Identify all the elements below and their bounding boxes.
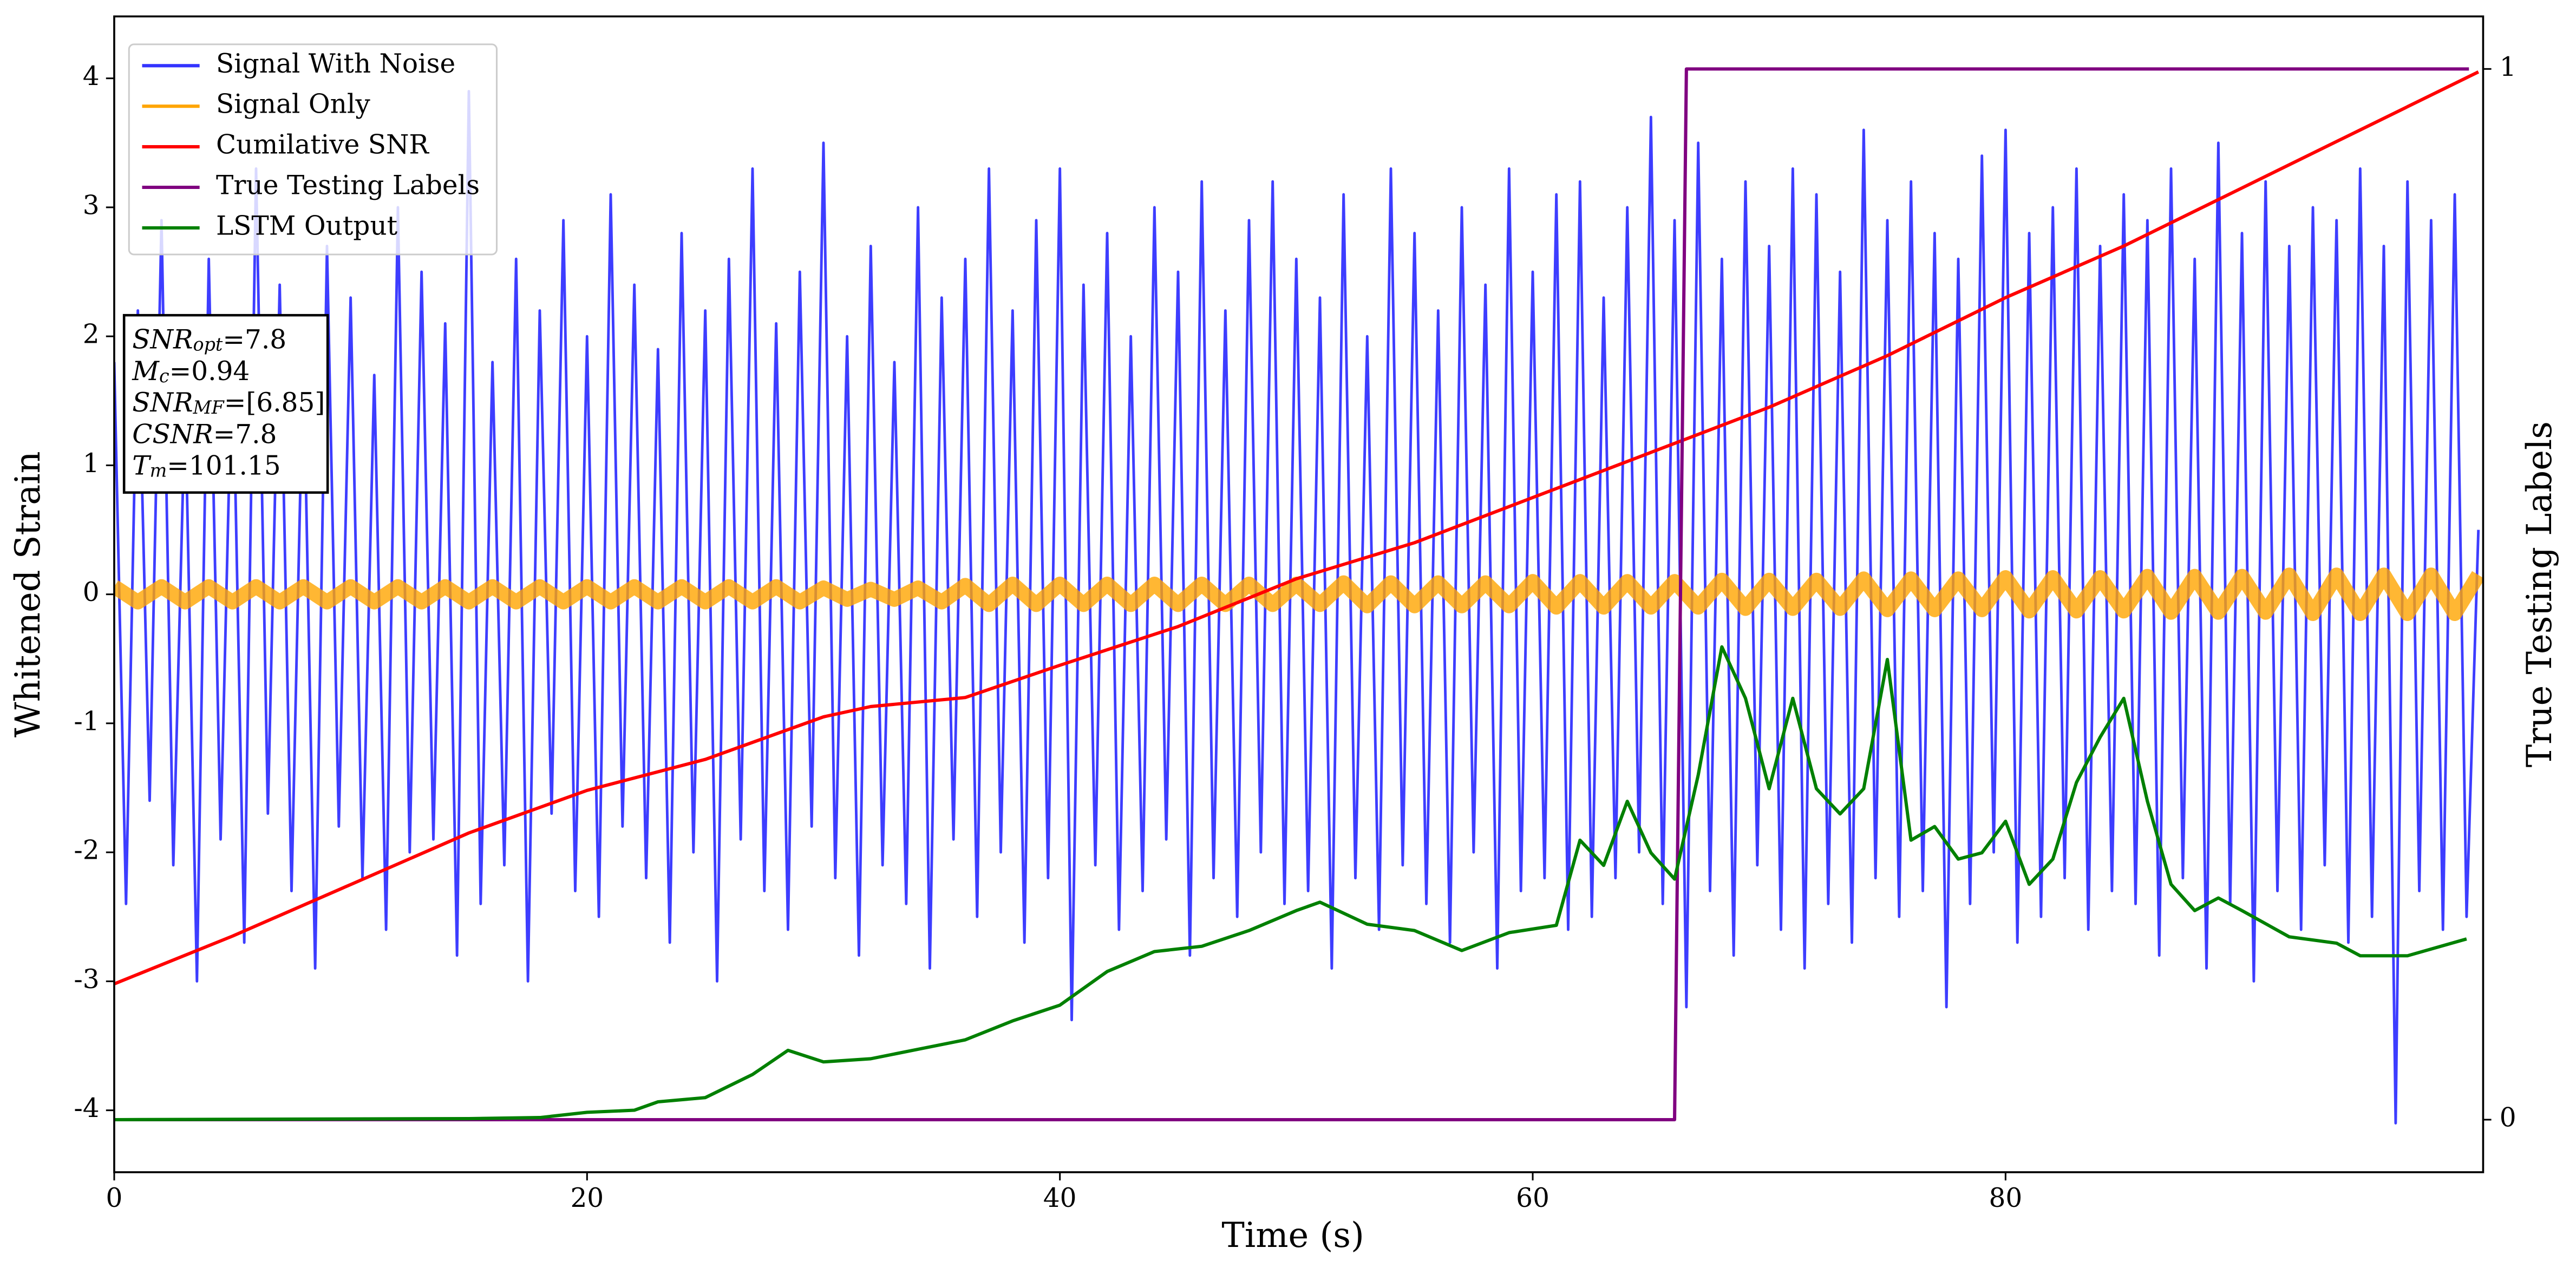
y-tick-label: 3 xyxy=(83,190,100,220)
legend-label: LSTM Output xyxy=(216,211,398,241)
annotation-value: =101.15 xyxy=(167,450,280,481)
legend: Signal With Noise Signal Only Cumilative S… xyxy=(128,43,498,256)
annotation-symbol: T xyxy=(132,450,152,481)
annotation-subscript: m xyxy=(150,460,167,481)
y2-axis-label: True Testing Labels xyxy=(2520,421,2560,767)
y-tick-label: -1 xyxy=(74,706,99,736)
annotation-subscript: opt xyxy=(193,334,223,355)
series-line xyxy=(114,90,2480,1125)
x-tick-label: 40 xyxy=(1043,1183,1077,1213)
annotation-symbol: SNR xyxy=(132,388,193,418)
annotation-line: SNRMF=[6.85] xyxy=(132,388,325,419)
x-tick-label: 20 xyxy=(570,1183,604,1213)
legend-label: Signal Only xyxy=(216,89,370,120)
series-line xyxy=(114,567,2483,622)
annotation-value: =7.8 xyxy=(213,419,277,449)
y-tick-label: 2 xyxy=(83,319,100,350)
annotation-subscript: c xyxy=(159,365,169,387)
y-tick-label: 0 xyxy=(83,577,100,607)
series-line xyxy=(114,67,2469,1122)
annotation-line: SNRopt=7.8 xyxy=(132,324,286,355)
annotation-line: Tm=101.15 xyxy=(132,450,280,481)
annotation-subscript: MF xyxy=(193,397,225,418)
y-tick-label: -4 xyxy=(74,1093,99,1123)
y-tick-label: -2 xyxy=(74,835,99,866)
series-line xyxy=(114,70,2480,985)
y-tick-label: 1 xyxy=(83,448,100,479)
annotation-value: =7.8 xyxy=(223,324,286,355)
annotation-value: =0.94 xyxy=(169,356,250,386)
annotation: SNRopt=7.8Mc=0.94SNRMF=[6.85]CSNR=7.8Tm=… xyxy=(122,313,329,494)
annotation-line: Mc=0.94 xyxy=(132,356,250,387)
x-tick-label: 0 xyxy=(106,1183,123,1213)
y2-tick-label: 1 xyxy=(2500,52,2516,82)
y-tick-label: 4 xyxy=(83,61,100,92)
y2-tick-label: 0 xyxy=(2500,1102,2516,1133)
series-line xyxy=(114,645,2467,1122)
legend-label: Cumilative SNR xyxy=(216,130,429,160)
legend-frame xyxy=(128,43,498,256)
x-axis-label: Time (s) xyxy=(1221,1216,1364,1256)
plot-area xyxy=(114,67,2483,1125)
x-tick-label: 60 xyxy=(1516,1183,1549,1213)
annotation-symbol: M xyxy=(132,356,160,386)
annotation-symbol: CSNR xyxy=(132,419,213,449)
y-axis-label: Whitened Strain xyxy=(8,451,48,737)
annotation-value: =[6.85] xyxy=(224,388,325,418)
annotation-frame xyxy=(122,313,329,494)
legend-label: True Testing Labels xyxy=(216,170,480,200)
annotation-line: CSNR=7.8 xyxy=(132,419,277,449)
y-tick-label: -3 xyxy=(74,964,99,995)
x-tick-label: 80 xyxy=(1989,1183,2023,1213)
annotation-symbol: SNR xyxy=(132,324,193,355)
legend-label: Signal With Noise xyxy=(216,49,455,79)
